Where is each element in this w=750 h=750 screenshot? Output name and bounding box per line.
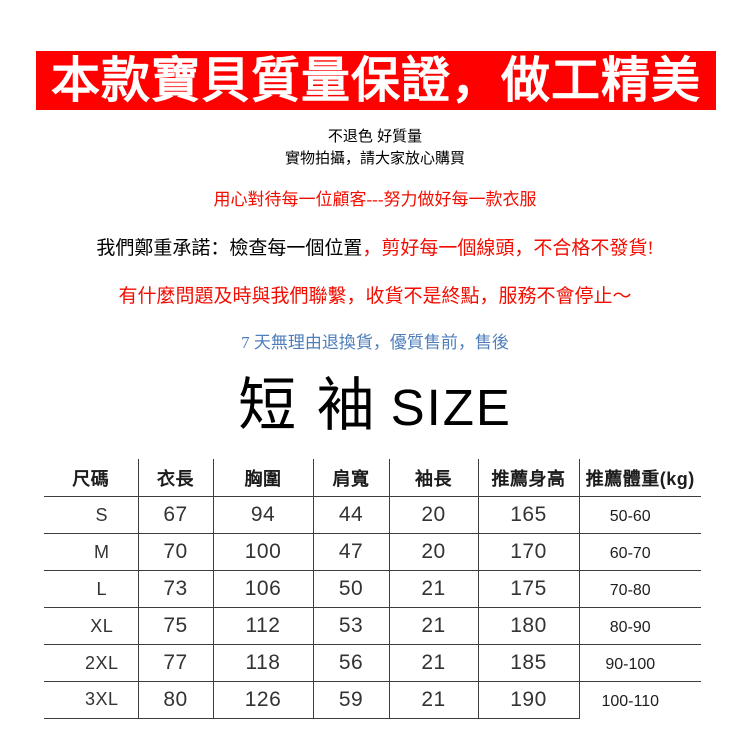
- table-cell: S: [44, 496, 139, 534]
- table-cell: 20: [389, 533, 479, 571]
- table-row: S 67 94 44 20 165 50-60: [44, 496, 701, 534]
- promo-banner-title: 本款寶貝質量保證，做工精美: [50, 53, 701, 108]
- table-cell: 75: [138, 607, 214, 645]
- table-cell: 80-90: [579, 607, 701, 645]
- table-cell: 21: [389, 681, 479, 719]
- table-cell: 118: [213, 644, 314, 682]
- promise-line: 我們鄭重承諾：檢查每一個位置，剪好每一個線頭，不合格不發貨!: [0, 233, 750, 260]
- promise-text-red: ，剪好每一個線頭，不合格不發貨!: [362, 238, 654, 259]
- table-cell: 94: [213, 496, 314, 534]
- table-row: 3XL 80 126 59 21 190 100-110: [44, 681, 701, 719]
- table-cell: 56: [313, 644, 390, 682]
- column-header-1: 衣長: [138, 459, 214, 497]
- column-header-6: 推薦體重(kg): [579, 459, 701, 497]
- table-cell: 3XL: [44, 681, 139, 719]
- table-cell: 126: [213, 681, 314, 719]
- table-cell: 21: [389, 570, 479, 608]
- table-cell: 50-60: [579, 496, 701, 534]
- size-chart-heading: 短 袖 SIZE: [0, 372, 750, 455]
- table-cell: 77: [138, 644, 214, 682]
- table-cell: 190: [478, 681, 580, 719]
- column-header-2: 胸圍: [213, 459, 314, 497]
- column-header-0: 尺碼: [44, 459, 139, 497]
- table-cell: 47: [313, 533, 390, 571]
- quality-note-line-2: 實物拍攝，請大家放心購買: [0, 147, 750, 168]
- table-cell: 100-110: [601, 692, 660, 710]
- column-header-4: 袖長: [389, 459, 479, 497]
- size-table-header-row: 尺碼 衣長 胸圍 肩寬 袖長 推薦身高 推薦體重(kg): [44, 459, 701, 497]
- after-sales-line: 有什麼問題及時與我們聯繫，收貨不是終點，服務不會停止～: [0, 281, 750, 308]
- quality-note-text-1: 不退色 好質量: [327, 128, 423, 145]
- table-cell: XL: [44, 607, 139, 645]
- promise-text-black: 我們鄭重承諾：檢查每一個位置: [96, 238, 363, 259]
- table-cell: 170: [478, 533, 580, 571]
- table-cell: 67: [138, 496, 214, 534]
- after-sales-text: 有什麼問題及時與我們聯繫，收貨不是終點，服務不會停止～: [118, 286, 632, 307]
- table-cell: 21: [389, 644, 479, 682]
- heading-cjk: 短 袖: [238, 373, 378, 438]
- table-row: L 73 106 50 21 175 70-80: [44, 570, 701, 608]
- heading-latin: SIZE: [390, 379, 512, 436]
- table-cell: 2XL: [44, 644, 139, 682]
- table-cell: 100: [213, 533, 314, 571]
- promo-banner: 本款寶貝質量保證，做工精美: [36, 51, 716, 110]
- table-cell: 73: [138, 570, 214, 608]
- table-cell: 44: [313, 496, 390, 534]
- quality-note-line-1: 不退色 好質量: [0, 125, 750, 146]
- return-policy-text: 7 天無理由退換貨，優質售前，售後: [241, 333, 509, 352]
- table-cell: 106: [213, 570, 314, 608]
- table-row: XL 75 112 53 21 180 80-90: [44, 607, 701, 645]
- table-cell: 112: [213, 607, 314, 645]
- table-cell: 80: [138, 681, 214, 719]
- column-header-5: 推薦身高: [478, 459, 580, 497]
- service-motto-text: 用心對待每一位顧客---努力做好每一款衣服: [213, 190, 537, 209]
- table-row: M 70 100 47 20 170 60-70: [44, 533, 701, 571]
- table-cell: 70-80: [579, 570, 701, 608]
- table-cell: 60-70: [579, 533, 701, 571]
- table-cell: 175: [478, 570, 580, 608]
- size-table: 尺碼 衣長 胸圍 肩寬 袖長 推薦身高 推薦體重(kg) S 67 94 44 20 165 50-60…: [44, 459, 701, 719]
- return-policy-line: 7 天無理由退換貨，優質售前，售後: [0, 328, 750, 353]
- table-cell: 21: [389, 607, 479, 645]
- table-cell: 90-100: [579, 644, 701, 682]
- column-header-3: 肩寬: [313, 459, 390, 497]
- table-cell: 165: [478, 496, 580, 534]
- table-cell: 59: [313, 681, 390, 719]
- table-cell: 20: [389, 496, 479, 534]
- table-cell: 180: [478, 607, 580, 645]
- table-cell: L: [44, 570, 139, 608]
- table-cell: 185: [478, 644, 580, 682]
- service-motto-line: 用心對待每一位顧客---努力做好每一款衣服: [0, 185, 750, 210]
- table-cell: 50: [313, 570, 390, 608]
- table-row: 2XL 77 118 56 21 185 90-100: [44, 644, 701, 682]
- quality-note-text-2: 實物拍攝，請大家放心購買: [284, 150, 465, 167]
- table-cell: 70: [138, 533, 214, 571]
- table-cell: M: [44, 533, 139, 571]
- table-cell: 53: [313, 607, 390, 645]
